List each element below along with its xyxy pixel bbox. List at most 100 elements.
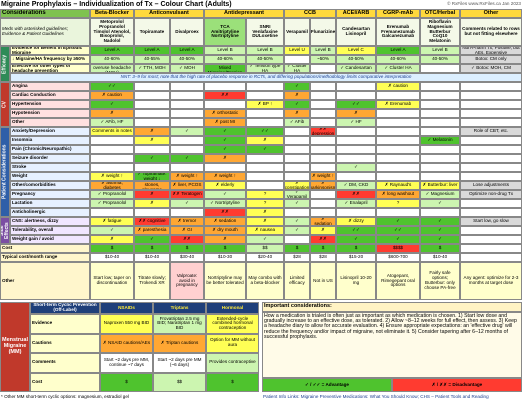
- cell: $28: [310, 253, 336, 262]
- cell: $: [204, 244, 246, 253]
- cell: ✓: [204, 127, 246, 136]
- cell: [376, 145, 420, 154]
- cell: [284, 55, 310, 64]
- cell: [170, 100, 204, 109]
- cell: ✓: [204, 136, 246, 145]
- cell: ✗ parkinsonism: [310, 181, 336, 190]
- section-label: Side Effects: [0, 217, 10, 244]
- cell: [246, 118, 284, 127]
- cell: [284, 172, 310, 181]
- group-header: Other: [460, 9, 522, 18]
- row-label: Other/comorbidities: [10, 181, 90, 190]
- cell: ✓ AFib: [284, 118, 310, 127]
- cell: [460, 172, 522, 181]
- cell: Level U: [284, 46, 310, 55]
- cell: Any agent: optimize for 2-3 months at ta…: [460, 262, 522, 300]
- cell: ✗ kidney stones, glaucoma: [134, 181, 170, 190]
- cell: [460, 208, 522, 217]
- cell: ✗: [90, 235, 134, 244]
- row-label: Cost: [0, 244, 90, 253]
- cell: [376, 118, 420, 127]
- cell: [90, 163, 134, 172]
- column-header: Verapamil: [284, 18, 310, 46]
- cell: ✗ sedation: [310, 217, 336, 226]
- cell: [460, 100, 522, 109]
- cell: [420, 82, 460, 91]
- row-label: Weight gain / avoid: [10, 235, 90, 244]
- cell: 40-55%: [134, 55, 170, 64]
- cell: ✗ weight ↑: [90, 172, 134, 181]
- column-header: Candesartan Lisinopril: [336, 18, 376, 46]
- cell: [134, 208, 170, 217]
- cell: [246, 109, 284, 118]
- cell: [246, 181, 284, 190]
- row-label: Cardiac Conduction: [10, 91, 90, 100]
- cell: ✓ MOH: [170, 64, 204, 73]
- cell: ✗✗ cognitive: [134, 217, 170, 226]
- cell: [310, 64, 336, 73]
- cell: [204, 100, 246, 109]
- cell: ✗: [284, 91, 310, 100]
- row-label: Seizure disorder: [10, 154, 90, 163]
- cell: [134, 91, 170, 100]
- cell: ✓: [204, 190, 246, 199]
- cell: ✓: [170, 199, 204, 208]
- cell: ✓ Topiramate: weight ↓: [134, 172, 170, 181]
- cell: ✓ TTH, MOH: [134, 64, 170, 73]
- group-header: OTC/Herbal: [420, 9, 460, 18]
- group-header: CCB: [284, 9, 336, 18]
- cell: Level C: [336, 46, 376, 55]
- cell: [204, 163, 246, 172]
- menstrual-cell: $: [206, 372, 259, 392]
- cell: ✗: [336, 109, 376, 118]
- cell: [90, 154, 134, 163]
- cell: [460, 244, 522, 253]
- cell: ✗ Erenumab: [376, 100, 420, 109]
- cell: [336, 127, 376, 136]
- cell: ✗ nausea: [246, 226, 284, 235]
- cell: [310, 91, 336, 100]
- menstrual-cell: Extended-cycle combined hormonal contrac…: [206, 314, 259, 334]
- menstrual-cell: ✗ NSAID cautions/AEs: [100, 333, 153, 353]
- cell: ✗✗: [204, 208, 246, 217]
- cell: [460, 118, 522, 127]
- cell: ✗ tremor: [170, 217, 204, 226]
- row-label: Hypotension: [10, 109, 90, 118]
- cell: [170, 91, 204, 100]
- cell: [420, 91, 460, 100]
- menstrual-row-label: Cost: [30, 372, 100, 392]
- cell: Non-Pharm Tx, Positive, but AEs, Expensi…: [460, 46, 522, 55]
- legend-item: ✗ / ✗✗ = Disadvantage: [392, 378, 522, 392]
- cell: ✗ GI: [170, 226, 204, 235]
- cell: ✗✗ depression: [310, 127, 336, 136]
- row-label: Anxiety/Depression: [10, 127, 90, 136]
- cell: [284, 145, 310, 154]
- cell: $10-40: [420, 253, 460, 262]
- cell: [134, 145, 170, 154]
- cell: ✗ orthostatic: [204, 109, 246, 118]
- cell: 40-50%: [336, 55, 376, 64]
- cell: ✓ Cluster HA: [376, 64, 420, 73]
- cell: Start low, go slow: [460, 217, 522, 226]
- cell: [376, 127, 420, 136]
- cell: [90, 208, 134, 217]
- cell: [336, 208, 376, 217]
- row-label: Evidence for Benefit in Episodic Migrain…: [10, 46, 90, 55]
- cell: Level B: [420, 46, 460, 55]
- menstrual-row-label: Comments: [30, 353, 100, 373]
- cell: [376, 172, 420, 181]
- column-header: Erenumab Fremanezumab Galcanezumab: [376, 18, 420, 46]
- cell: ~50%: [310, 55, 336, 64]
- column-header: Topiramate: [134, 18, 170, 46]
- cell: Nortriptyline may be better tolerated: [204, 262, 246, 300]
- cell: ✗ elderly: [204, 181, 246, 190]
- cell: [170, 136, 204, 145]
- cell: ✗ post MI: [204, 118, 246, 127]
- cell: $28: [284, 253, 310, 262]
- cell: [310, 199, 336, 208]
- row-label: Other: [10, 118, 90, 127]
- cell: $: [170, 244, 204, 253]
- column-header: Metoprolol Propranolol Timolol Atenolol,…: [90, 18, 134, 46]
- cell: ✓: [376, 217, 420, 226]
- cell: $: [420, 244, 460, 253]
